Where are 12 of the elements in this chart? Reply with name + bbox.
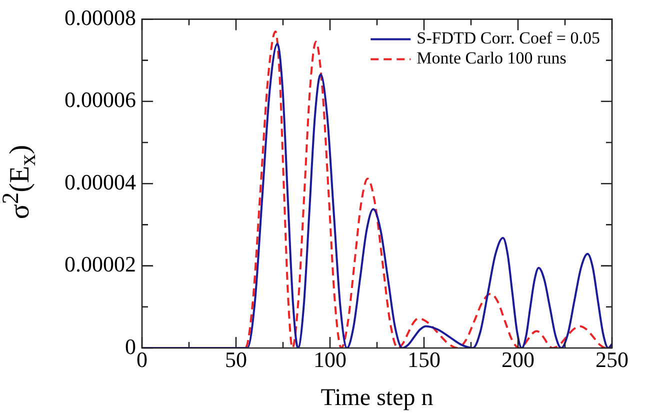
y-tick-label: 0.00002	[64, 252, 136, 277]
y-tick-label: 0.00008	[64, 4, 136, 30]
x-tick-label: 50	[225, 346, 247, 372]
y-tick-label: 0.00004	[64, 169, 136, 194]
x-tick-label: 250	[596, 346, 628, 372]
x-axis-title: Time step n	[320, 384, 434, 411]
x-tick-label: 100	[314, 346, 346, 372]
legend-label: S-FDTD Corr. Coef = 0.05	[416, 28, 600, 48]
x-tick-label: 150	[408, 346, 440, 372]
x-tick-label: 200	[502, 346, 534, 372]
legend-label: Monte Carlo 100 runs	[416, 48, 566, 68]
y-tick-label: 0.00006	[64, 87, 136, 112]
